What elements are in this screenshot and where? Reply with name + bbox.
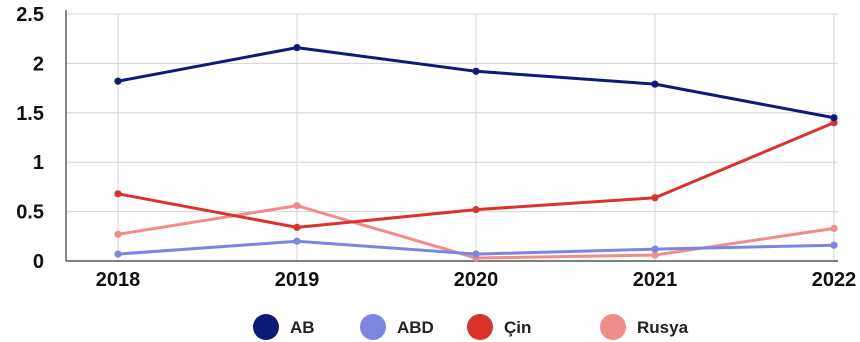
- legend: AB ABD Çin Rusya: [253, 314, 689, 340]
- data-point: [472, 250, 480, 258]
- x-tick-label: 2022: [812, 269, 857, 291]
- legend-label: AB: [290, 318, 315, 337]
- legend-swatch: [600, 314, 626, 340]
- axes: [65, 10, 838, 262]
- y-tick-label: 1: [33, 152, 44, 174]
- data-point: [293, 223, 301, 232]
- grid-lines: [66, 13, 838, 261]
- x-tick-label: 2018: [96, 269, 141, 291]
- data-point: [830, 241, 838, 249]
- legend-label: Rusya: [637, 318, 689, 337]
- data-point: [651, 245, 659, 253]
- data-point: [651, 80, 659, 88]
- data-point: [472, 67, 480, 75]
- data-point: [114, 250, 122, 258]
- legend-swatch: [360, 314, 386, 340]
- x-tick-labels: 2018 2019 2020 2021 2022: [96, 269, 857, 291]
- legend-swatch: [253, 314, 279, 340]
- y-tick-label: 2: [33, 53, 44, 75]
- x-tick-label: 2021: [633, 269, 678, 291]
- data-point: [114, 77, 122, 85]
- y-tick-label: 0: [33, 251, 44, 273]
- data-point: [293, 202, 301, 210]
- data-point: [114, 230, 122, 238]
- y-tick-label: 1.5: [16, 103, 44, 125]
- legend-swatch: [467, 314, 493, 340]
- series-lines: [114, 43, 838, 262]
- y-tick-label: 0.5: [16, 202, 44, 224]
- x-tick-label: 2020: [454, 269, 499, 291]
- data-point: [293, 43, 301, 52]
- legend-label: ABD: [397, 318, 434, 337]
- data-point: [651, 194, 659, 202]
- legend-label: Çin: [504, 318, 531, 337]
- y-tick-labels: 0 0.5 1 1.5 2 2.5: [16, 4, 44, 273]
- x-tick-label: 2019: [275, 269, 320, 291]
- data-point: [293, 237, 301, 245]
- data-point: [830, 224, 838, 232]
- data-point: [830, 119, 838, 127]
- y-tick-label: 2.5: [16, 4, 44, 26]
- data-point: [472, 206, 480, 214]
- data-point: [114, 190, 122, 198]
- data-point: [830, 114, 838, 122]
- data-point: [651, 251, 659, 259]
